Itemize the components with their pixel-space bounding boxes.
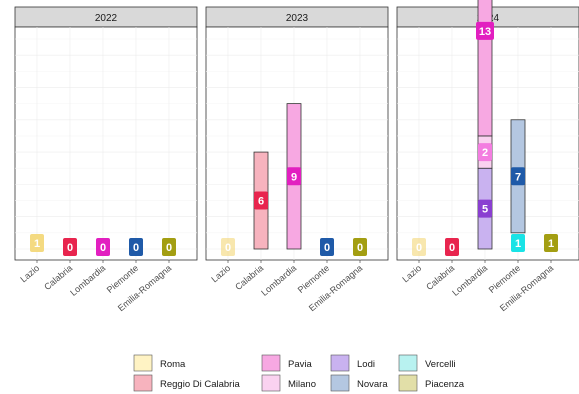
legend: Roma Reggio Di Calabria Pavia Milano Lodi Nov… [133, 354, 465, 392]
zero-label-2022-piemonte: 0 [133, 242, 139, 254]
legend-key-reggio-di-calabria [133, 374, 153, 392]
legend-label-lodi: Lodi [357, 359, 375, 370]
data-label-box [30, 234, 44, 252]
data-label-2024-lombardia-lodi: 5 [482, 204, 488, 216]
plot-area [14, 26, 198, 261]
x-tick-label-lombardia: Lombardia [259, 263, 298, 298]
legend-label-milano: Milano [288, 379, 316, 390]
legend-key-piacenza [398, 374, 418, 392]
data-label-box [544, 234, 558, 252]
x-tick-label-lombardia: Lombardia [68, 263, 107, 298]
x-tick-label-calabria: Calabria [424, 263, 456, 292]
data-label-box [478, 199, 492, 218]
data-label-box [254, 191, 268, 210]
zero-label-2023-lazio: 0 [225, 242, 231, 254]
zero-label-box [63, 238, 77, 256]
data-label-2024-lombardia-pavia: 13 [479, 26, 491, 38]
zero-label-box [162, 238, 176, 256]
data-label-box [287, 167, 301, 186]
legend-label-pavia: Pavia [288, 359, 312, 370]
data-label-box [511, 234, 525, 252]
legend-label-novara: Novara [357, 379, 388, 390]
zero-label-box [445, 238, 459, 256]
zero-label-2022-lombardia: 0 [100, 242, 106, 254]
zero-label-2024-calabria: 0 [449, 242, 455, 254]
data-label-box [478, 143, 492, 162]
legend-label-reggio-di-calabria: Reggio Di Calabria [160, 379, 240, 390]
x-tick-label-lombardia: Lombardia [450, 263, 489, 298]
x-tick-label-calabria: Calabria [42, 263, 74, 292]
data-label-2022-lazio-roma: 1 [34, 238, 40, 250]
x-tick-label-lazio: Lazio [400, 263, 423, 284]
zero-label-2024-lazio: 0 [416, 242, 422, 254]
data-label-2024-emilia-romagna-piacenza: 1 [548, 238, 554, 250]
legend-key-pavia [261, 354, 281, 372]
x-tick-label-lazio: Lazio [18, 263, 41, 284]
zero-label-box [320, 238, 334, 256]
data-label-box [476, 21, 494, 40]
data-label-2024-piemonte-vercelli: 1 [515, 238, 521, 250]
legend-label-vercelli: Vercelli [425, 359, 456, 370]
legend-key-vercelli [398, 354, 418, 372]
zero-label-2023-piemonte: 0 [324, 242, 330, 254]
legend-label-piacenza: Piacenza [425, 379, 465, 390]
data-label-2024-piemonte-novara: 7 [515, 171, 521, 183]
data-label-2023-calabria-reggio-di-calabria: 6 [258, 196, 264, 208]
zero-label-2023-emilia-romagna: 0 [357, 242, 363, 254]
zero-label-2022-emilia-romagna: 0 [166, 242, 172, 254]
legend-label-roma: Roma [160, 359, 186, 370]
legend-key-roma [133, 354, 153, 372]
legend-key-lodi [330, 354, 350, 372]
zero-label-box [221, 238, 235, 256]
data-label-box [511, 167, 525, 186]
facet-strip-label: 2023 [286, 13, 309, 24]
zero-label-box [129, 238, 143, 256]
x-tick-label-lazio: Lazio [209, 263, 232, 284]
x-tick-label-calabria: Calabria [233, 263, 265, 292]
zero-label-box [412, 238, 426, 256]
legend-key-novara [330, 374, 350, 392]
data-label-2024-lombardia-milano: 2 [482, 147, 488, 159]
facet-strip-label: 2022 [95, 13, 118, 24]
zero-label-2022-calabria: 0 [67, 242, 73, 254]
data-label-2023-lombardia-pavia: 9 [291, 171, 297, 183]
zero-label-box [96, 238, 110, 256]
bar-segment-2024-lombardia-pavia [477, 0, 493, 137]
legend-key-milano [261, 374, 281, 392]
zero-label-box [353, 238, 367, 256]
